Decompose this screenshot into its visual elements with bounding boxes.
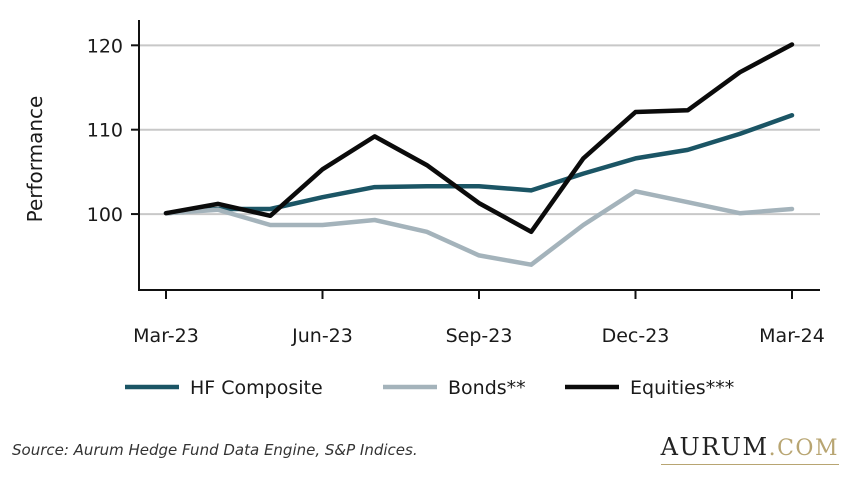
- legend-label-0: HF Composite: [190, 377, 323, 399]
- y-tick-label-100: 100: [87, 204, 123, 226]
- axes: [131, 20, 820, 299]
- x-tick-label-Mar-23: Mar-23: [133, 325, 199, 347]
- brand-name: AURUM: [660, 433, 769, 461]
- tick-labels: 100 110 120 Mar-23 Jun-23 Sep-23 Dec-23 Mar-24: [87, 35, 825, 347]
- y-tick-label-110: 110: [87, 120, 123, 142]
- brand-tld: .COM: [768, 436, 839, 461]
- series-lines: [163, 42, 795, 267]
- aurum-logo: AURUM.COM: [660, 433, 839, 465]
- x-tick-label-Sep-23: Sep-23: [446, 325, 513, 347]
- series-line-2: [163, 42, 795, 235]
- x-tick-label-Dec-23: Dec-23: [602, 325, 670, 347]
- y-axis-title: Performance: [23, 96, 47, 223]
- series-line-1: [163, 189, 795, 267]
- y-tick-label-120: 120: [87, 35, 123, 57]
- source-note: Source: Aurum Hedge Fund Data Engine, S&…: [12, 441, 418, 459]
- brand-underline: [660, 463, 839, 465]
- x-tick-label-Jun-23: Jun-23: [291, 325, 353, 347]
- legend: HF Composite Bonds** Equities***: [125, 377, 734, 399]
- x-tick-label-Mar-24: Mar-24: [759, 325, 825, 347]
- legend-label-1: Bonds**: [448, 377, 526, 399]
- grid-lines: [139, 44, 820, 216]
- series-line-0: [163, 113, 795, 216]
- legend-label-2: Equities***: [630, 377, 734, 399]
